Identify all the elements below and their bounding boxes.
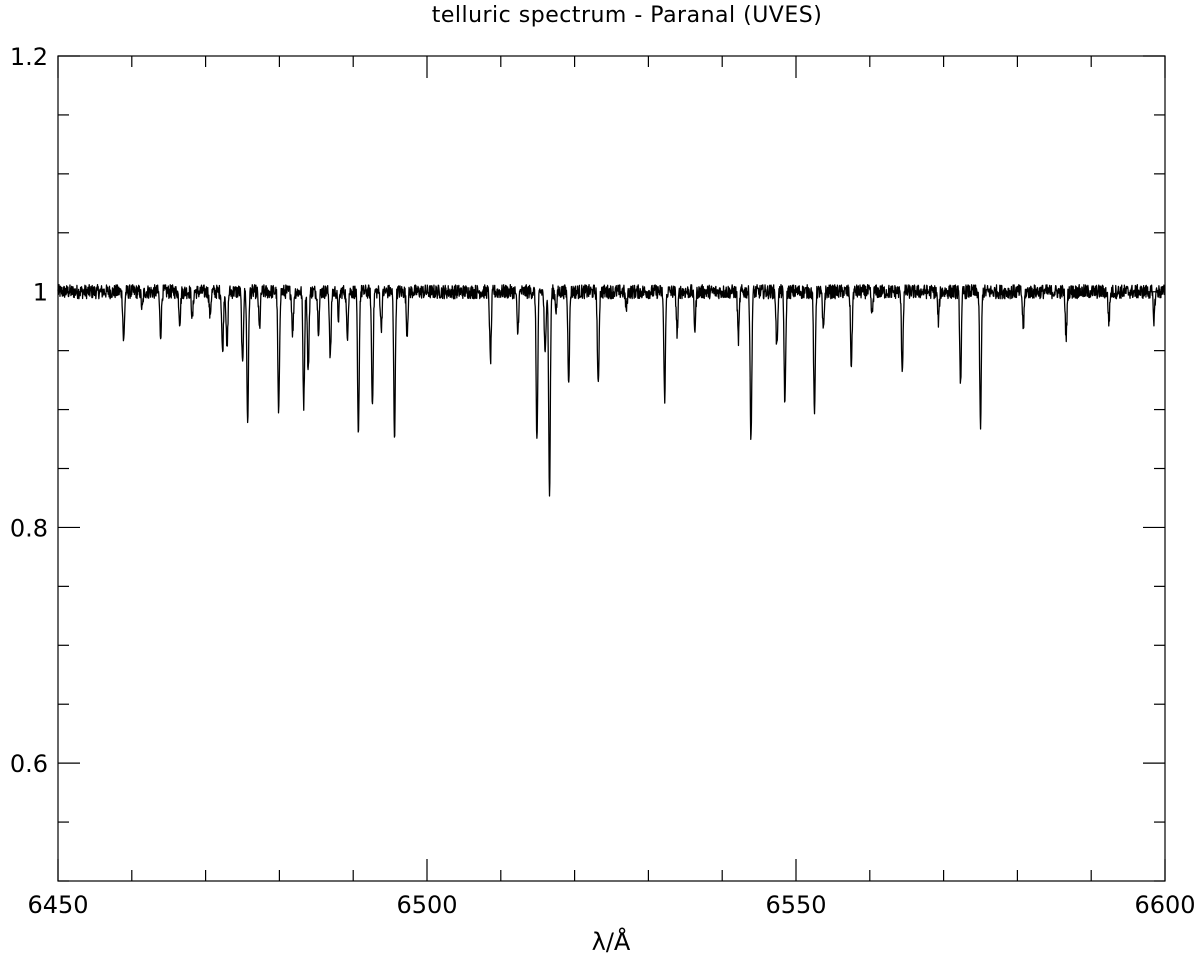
x-tick-label: 6600 (1134, 891, 1195, 919)
y-tick-label: 1 (33, 279, 48, 307)
x-tick-label: 6450 (27, 891, 88, 919)
y-tick-label: 1.2 (10, 43, 48, 71)
x-axis-label: λ/Å (592, 927, 631, 956)
axis-ticks (57, 55, 1166, 882)
chart-title: telluric spectrum - Paranal (UVES) (432, 3, 823, 28)
y-tick-label: 0.8 (10, 514, 48, 542)
plot-frame (57, 55, 1166, 882)
x-tick-label: 6500 (396, 891, 457, 919)
x-tick-label: 6550 (765, 891, 826, 919)
spectrum-line (57, 284, 1166, 497)
axis-tick-labels: 6450 6500 6550 6600 0.6 0.8 1 1.2 (10, 43, 1196, 919)
y-tick-label: 0.6 (10, 750, 48, 778)
